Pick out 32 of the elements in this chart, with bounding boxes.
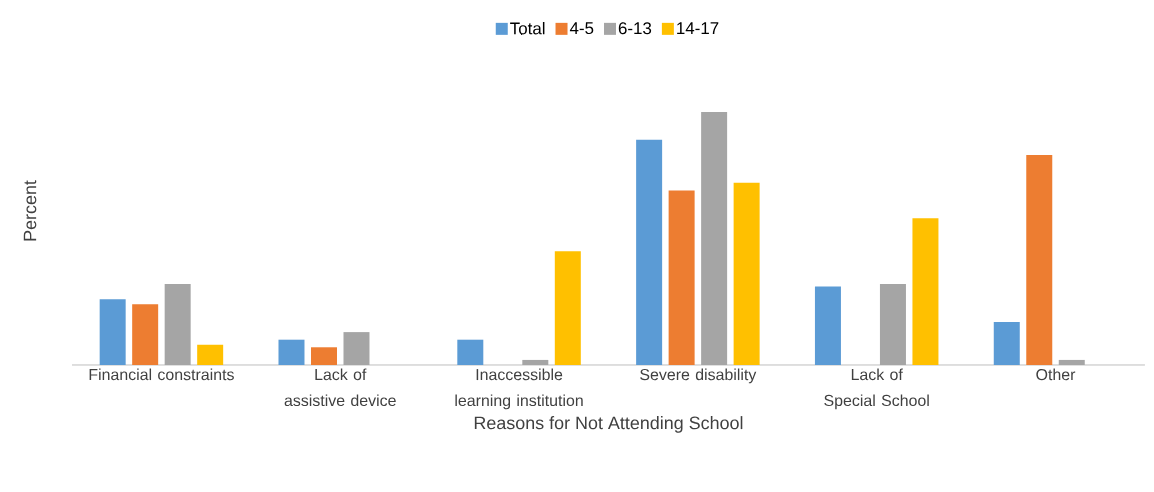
bar xyxy=(522,359,549,365)
bar xyxy=(636,139,663,365)
x-tick-label: Financial constraints xyxy=(89,368,234,381)
bar xyxy=(1058,359,1085,365)
bar xyxy=(197,344,224,365)
x-axis-title: Reasons for Not Attending School xyxy=(474,416,743,433)
x-tick-label: Other xyxy=(1036,368,1076,381)
bar xyxy=(278,339,305,365)
bar xyxy=(814,286,841,365)
x-tick-label: Lack of assistive device xyxy=(284,368,396,407)
bar xyxy=(733,182,760,365)
bar xyxy=(457,339,484,365)
legend-label: 4-5 xyxy=(569,22,594,35)
bar xyxy=(99,299,126,365)
bar xyxy=(132,304,159,365)
y-axis-title: Percent xyxy=(23,180,37,241)
bar xyxy=(879,284,906,365)
legend-label: 6-13 xyxy=(618,22,652,35)
bar xyxy=(668,190,695,365)
legend-label: 14-17 xyxy=(677,22,719,34)
bar xyxy=(701,112,728,365)
x-tick-label: Severe disability xyxy=(640,368,757,384)
x-tick-label: Lack of Special School xyxy=(824,368,929,410)
bar xyxy=(993,321,1020,365)
bar xyxy=(343,332,370,365)
bar xyxy=(554,251,581,365)
bar xyxy=(1026,155,1053,365)
bar xyxy=(310,347,337,365)
legend-label: Total xyxy=(510,21,545,35)
bar xyxy=(164,284,191,365)
x-tick-label: Inaccessible learning institution xyxy=(455,368,583,410)
bar xyxy=(912,218,939,365)
